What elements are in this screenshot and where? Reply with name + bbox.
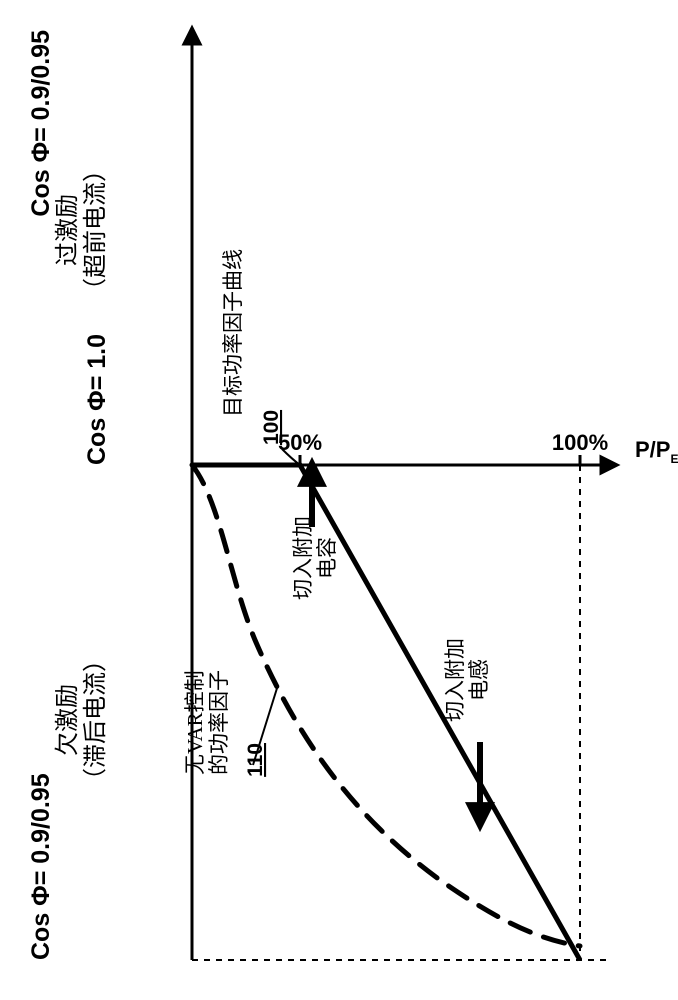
novar-curve-id: 110 [244, 743, 267, 777]
novar-curve-label: 无VAR控制的功率因子 [183, 670, 231, 775]
cosphi-top-label: Cos Φ= 0.9/0.95 [27, 30, 55, 217]
target-curve-label: 目标功率因子曲线 [221, 249, 245, 417]
target-curve [192, 465, 580, 960]
add-capacitance-label: 切入附加电容 [291, 516, 339, 600]
cosphi-mid-label: Cos Φ= 1.0 [83, 334, 111, 465]
under-excitation-label: 欠激励（滞后电流） [54, 648, 109, 792]
target-curve-id: 100 [260, 410, 283, 445]
add-inductance-label: 切入附加电感 [443, 638, 491, 722]
x-axis-label: P/PEmax [635, 437, 678, 466]
over-excitation-label: 过激励（超前电流） [54, 158, 109, 302]
novar-curve [192, 465, 580, 946]
tick-100pct-label: 100% [552, 430, 608, 455]
power-factor-diagram: 50%100%P/PEmaxCos Φ= 0.9/0.95Cos Φ= 1.0C… [0, 0, 678, 1000]
cosphi-bot-label: Cos Φ= 0.9/0.95 [27, 773, 55, 960]
